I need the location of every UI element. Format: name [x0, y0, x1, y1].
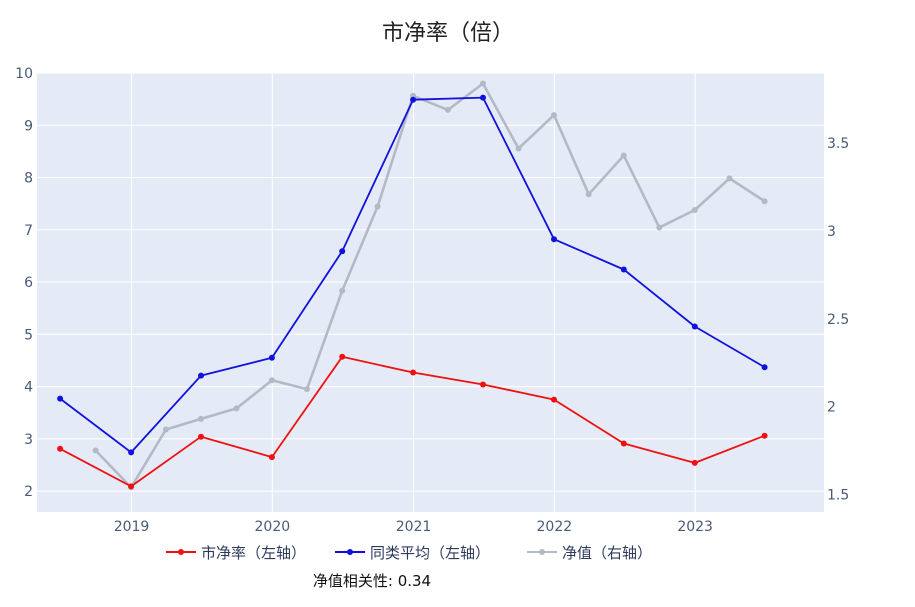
data-point: [691, 323, 698, 330]
axis-labels: 2 3 4 5 6 7 8 9 10 2019 2020 2021 2022 2023 1.5 2 2.5 3 3.…: [15, 66, 849, 535]
y2-tick-label: 3.5: [827, 136, 849, 152]
data-point: [480, 94, 486, 101]
data-point: [410, 369, 417, 376]
data-point: [57, 445, 64, 452]
data-point: [620, 440, 627, 447]
series-2: [92, 80, 768, 491]
data-point: [761, 432, 768, 439]
data-point: [620, 152, 627, 159]
y-tick-label: 8: [24, 171, 33, 187]
data-point: [761, 198, 768, 205]
data-point: [656, 224, 663, 231]
y-tick-label: 10: [15, 66, 33, 82]
data-point: [585, 191, 592, 198]
y-tick-label: 2: [24, 484, 33, 500]
data-point: [57, 395, 64, 402]
y2-tick-label: 2.5: [827, 312, 849, 328]
data-point: [691, 207, 698, 213]
y-tick-label: 3: [24, 432, 33, 448]
data-point: [304, 386, 310, 393]
data-point: [268, 454, 275, 461]
data-point: [761, 364, 768, 371]
data-point: [444, 106, 451, 113]
data-point: [339, 287, 346, 294]
x-tick-label: 2023: [677, 519, 713, 535]
data-point: [339, 353, 346, 360]
legend[interactable]: 市净率（左轴） 同类平均（左轴） 净值（右轴）: [166, 544, 652, 562]
legend-label: 净值（右轴）: [562, 544, 652, 562]
data-point: [480, 381, 486, 388]
data-point: [233, 405, 240, 412]
data-point: [551, 112, 557, 119]
y2-tick-label: 2: [827, 400, 836, 416]
data-point: [726, 175, 733, 182]
legend-item[interactable]: 同类平均（左轴）: [335, 544, 490, 562]
data-point: [128, 449, 135, 456]
y-tick-label: 5: [24, 327, 33, 343]
legend-item[interactable]: 市净率（左轴）: [166, 544, 306, 562]
data-point: [162, 426, 169, 433]
data-point: [198, 372, 204, 379]
data-point: [515, 145, 522, 152]
data-point: [198, 433, 204, 440]
legend-label: 市净率（左轴）: [201, 544, 306, 562]
data-point: [410, 96, 417, 103]
data-point: [551, 236, 557, 243]
legend-label: 同类平均（左轴）: [370, 544, 490, 562]
data-point: [374, 203, 381, 210]
data-point: [620, 266, 627, 273]
y-tick-label: 9: [24, 118, 33, 134]
legend-swatch-marker: [178, 549, 184, 555]
legend-swatch-marker: [539, 549, 545, 555]
x-tick-label: 2022: [537, 519, 573, 535]
series-0: [57, 353, 768, 490]
y-tick-label: 7: [24, 223, 33, 239]
legend-swatch-marker: [347, 549, 353, 555]
y2-tick-label: 3: [827, 224, 836, 240]
chart-title: 市净率（倍）: [382, 21, 514, 46]
x-tick-label: 2019: [114, 519, 150, 535]
x-tick-label: 2020: [255, 519, 291, 535]
correlation-note: 净值相关性: 0.34: [313, 572, 431, 590]
data-point: [198, 415, 204, 422]
y-tick-label: 4: [24, 380, 33, 396]
x-tick-label: 2021: [396, 519, 432, 535]
y-tick-label: 6: [24, 275, 33, 291]
y2-tick-label: 1.5: [827, 487, 849, 503]
data-point: [268, 377, 275, 384]
data-point: [480, 80, 486, 87]
data-point: [339, 248, 346, 255]
legend-item[interactable]: 净值（右轴）: [527, 544, 652, 562]
data-point: [92, 447, 99, 454]
data-point: [551, 396, 557, 403]
data-point: [128, 483, 135, 490]
data-point: [268, 354, 275, 361]
series-layer: [57, 80, 768, 491]
series-line: [94, 82, 766, 489]
series-1: [57, 94, 768, 456]
data-point: [691, 459, 698, 466]
grid-lines: [37, 72, 824, 512]
